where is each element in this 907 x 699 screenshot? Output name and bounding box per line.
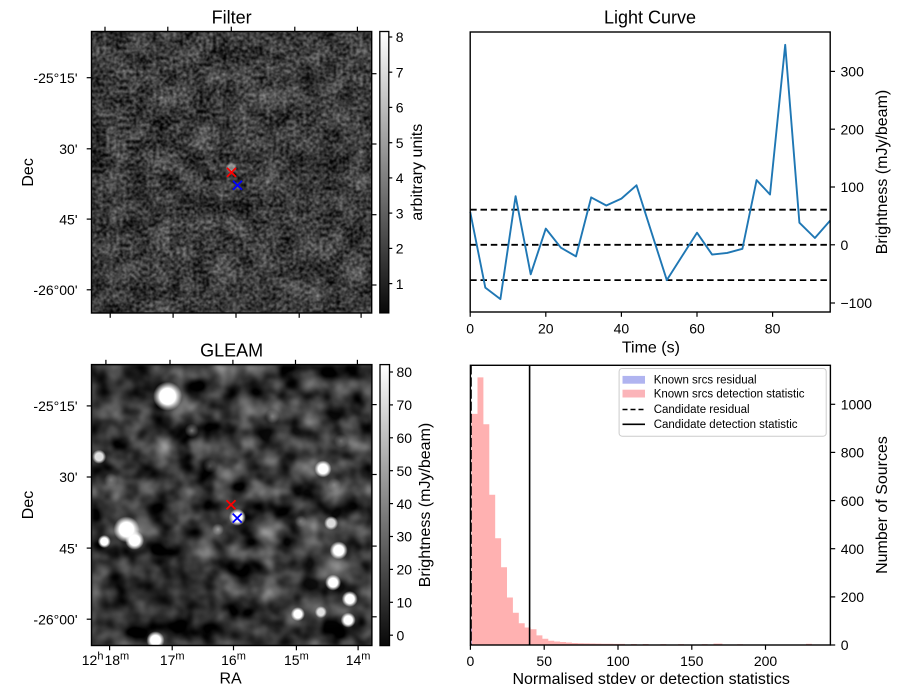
svg-text:150: 150 (680, 653, 704, 669)
svg-text:800: 800 (841, 445, 865, 461)
svg-text:GLEAM: GLEAM (200, 341, 263, 361)
svg-text:40: 40 (614, 320, 630, 336)
svg-text:5: 5 (396, 135, 404, 151)
svg-text:0: 0 (467, 653, 475, 669)
svg-text:Number of Sources: Number of Sources (874, 436, 891, 574)
svg-text:1000: 1000 (841, 397, 872, 413)
svg-text:Known srcs detection statistic: Known srcs detection statistic (654, 388, 805, 400)
svg-text:100: 100 (606, 653, 630, 669)
svg-text:30': 30' (59, 469, 77, 485)
svg-text:45': 45' (59, 540, 77, 556)
svg-text:40: 40 (397, 496, 413, 512)
svg-text:70: 70 (397, 397, 413, 413)
svg-text:-25°15': -25°15' (33, 398, 77, 414)
svg-text:-25°15': -25°15' (33, 70, 77, 86)
svg-text:30': 30' (59, 141, 77, 157)
svg-text:6: 6 (396, 100, 404, 116)
svg-text:0: 0 (841, 237, 849, 253)
svg-text:12h18m: 12h18m (82, 651, 129, 668)
svg-text:80: 80 (397, 364, 413, 380)
svg-text:7: 7 (396, 64, 404, 80)
svg-text:Known srcs residual: Known srcs residual (654, 374, 757, 386)
svg-text:10: 10 (397, 595, 413, 611)
svg-text:50: 50 (397, 463, 413, 479)
svg-text:Normalised stdev or detection: Normalised stdev or detection statistics (512, 671, 789, 688)
svg-text:4: 4 (396, 170, 404, 186)
svg-text:17m: 17m (160, 651, 185, 668)
svg-text:−100: −100 (841, 295, 873, 311)
svg-text:Dec: Dec (20, 491, 37, 519)
svg-text:8: 8 (396, 29, 404, 45)
svg-text:arbitrary units: arbitrary units (409, 124, 426, 221)
svg-text:20: 20 (397, 562, 413, 578)
svg-text:80: 80 (765, 320, 781, 336)
svg-text:-26°00': -26°00' (33, 611, 77, 627)
svg-text:RA: RA (219, 671, 242, 688)
svg-text:1: 1 (396, 276, 404, 292)
svg-text:100: 100 (841, 179, 865, 195)
svg-text:2: 2 (396, 241, 404, 257)
svg-text:400: 400 (841, 541, 865, 557)
svg-text:60: 60 (689, 320, 705, 336)
svg-text:0: 0 (397, 627, 405, 643)
svg-text:30: 30 (397, 529, 413, 545)
svg-text:20: 20 (538, 320, 554, 336)
svg-text:60: 60 (397, 430, 413, 446)
svg-text:Time (s): Time (s) (622, 340, 680, 357)
svg-text:3: 3 (396, 205, 404, 221)
svg-text:200: 200 (841, 589, 865, 605)
svg-text:Brightness (mJy/beam): Brightness (mJy/beam) (417, 423, 434, 588)
svg-text:Candidate detection statistic: Candidate detection statistic (654, 419, 798, 431)
svg-text:45': 45' (59, 211, 77, 227)
svg-text:Filter: Filter (212, 8, 252, 28)
svg-text:Dec: Dec (20, 158, 37, 186)
svg-text:Candidate residual: Candidate residual (654, 404, 750, 416)
svg-text:200: 200 (841, 121, 865, 137)
svg-text:50: 50 (536, 653, 552, 669)
svg-text:600: 600 (841, 493, 865, 509)
svg-text:Brightness (mJy/beam): Brightness (mJy/beam) (874, 90, 891, 255)
svg-text:-26°00': -26°00' (33, 282, 77, 298)
svg-text:16m: 16m (221, 651, 246, 668)
svg-text:15m: 15m (284, 651, 309, 668)
svg-text:0: 0 (841, 637, 849, 653)
svg-text:200: 200 (754, 653, 778, 669)
svg-text:Light Curve: Light Curve (604, 8, 696, 28)
svg-text:0: 0 (466, 320, 474, 336)
svg-text:14m: 14m (346, 651, 371, 668)
svg-text:300: 300 (841, 64, 865, 80)
